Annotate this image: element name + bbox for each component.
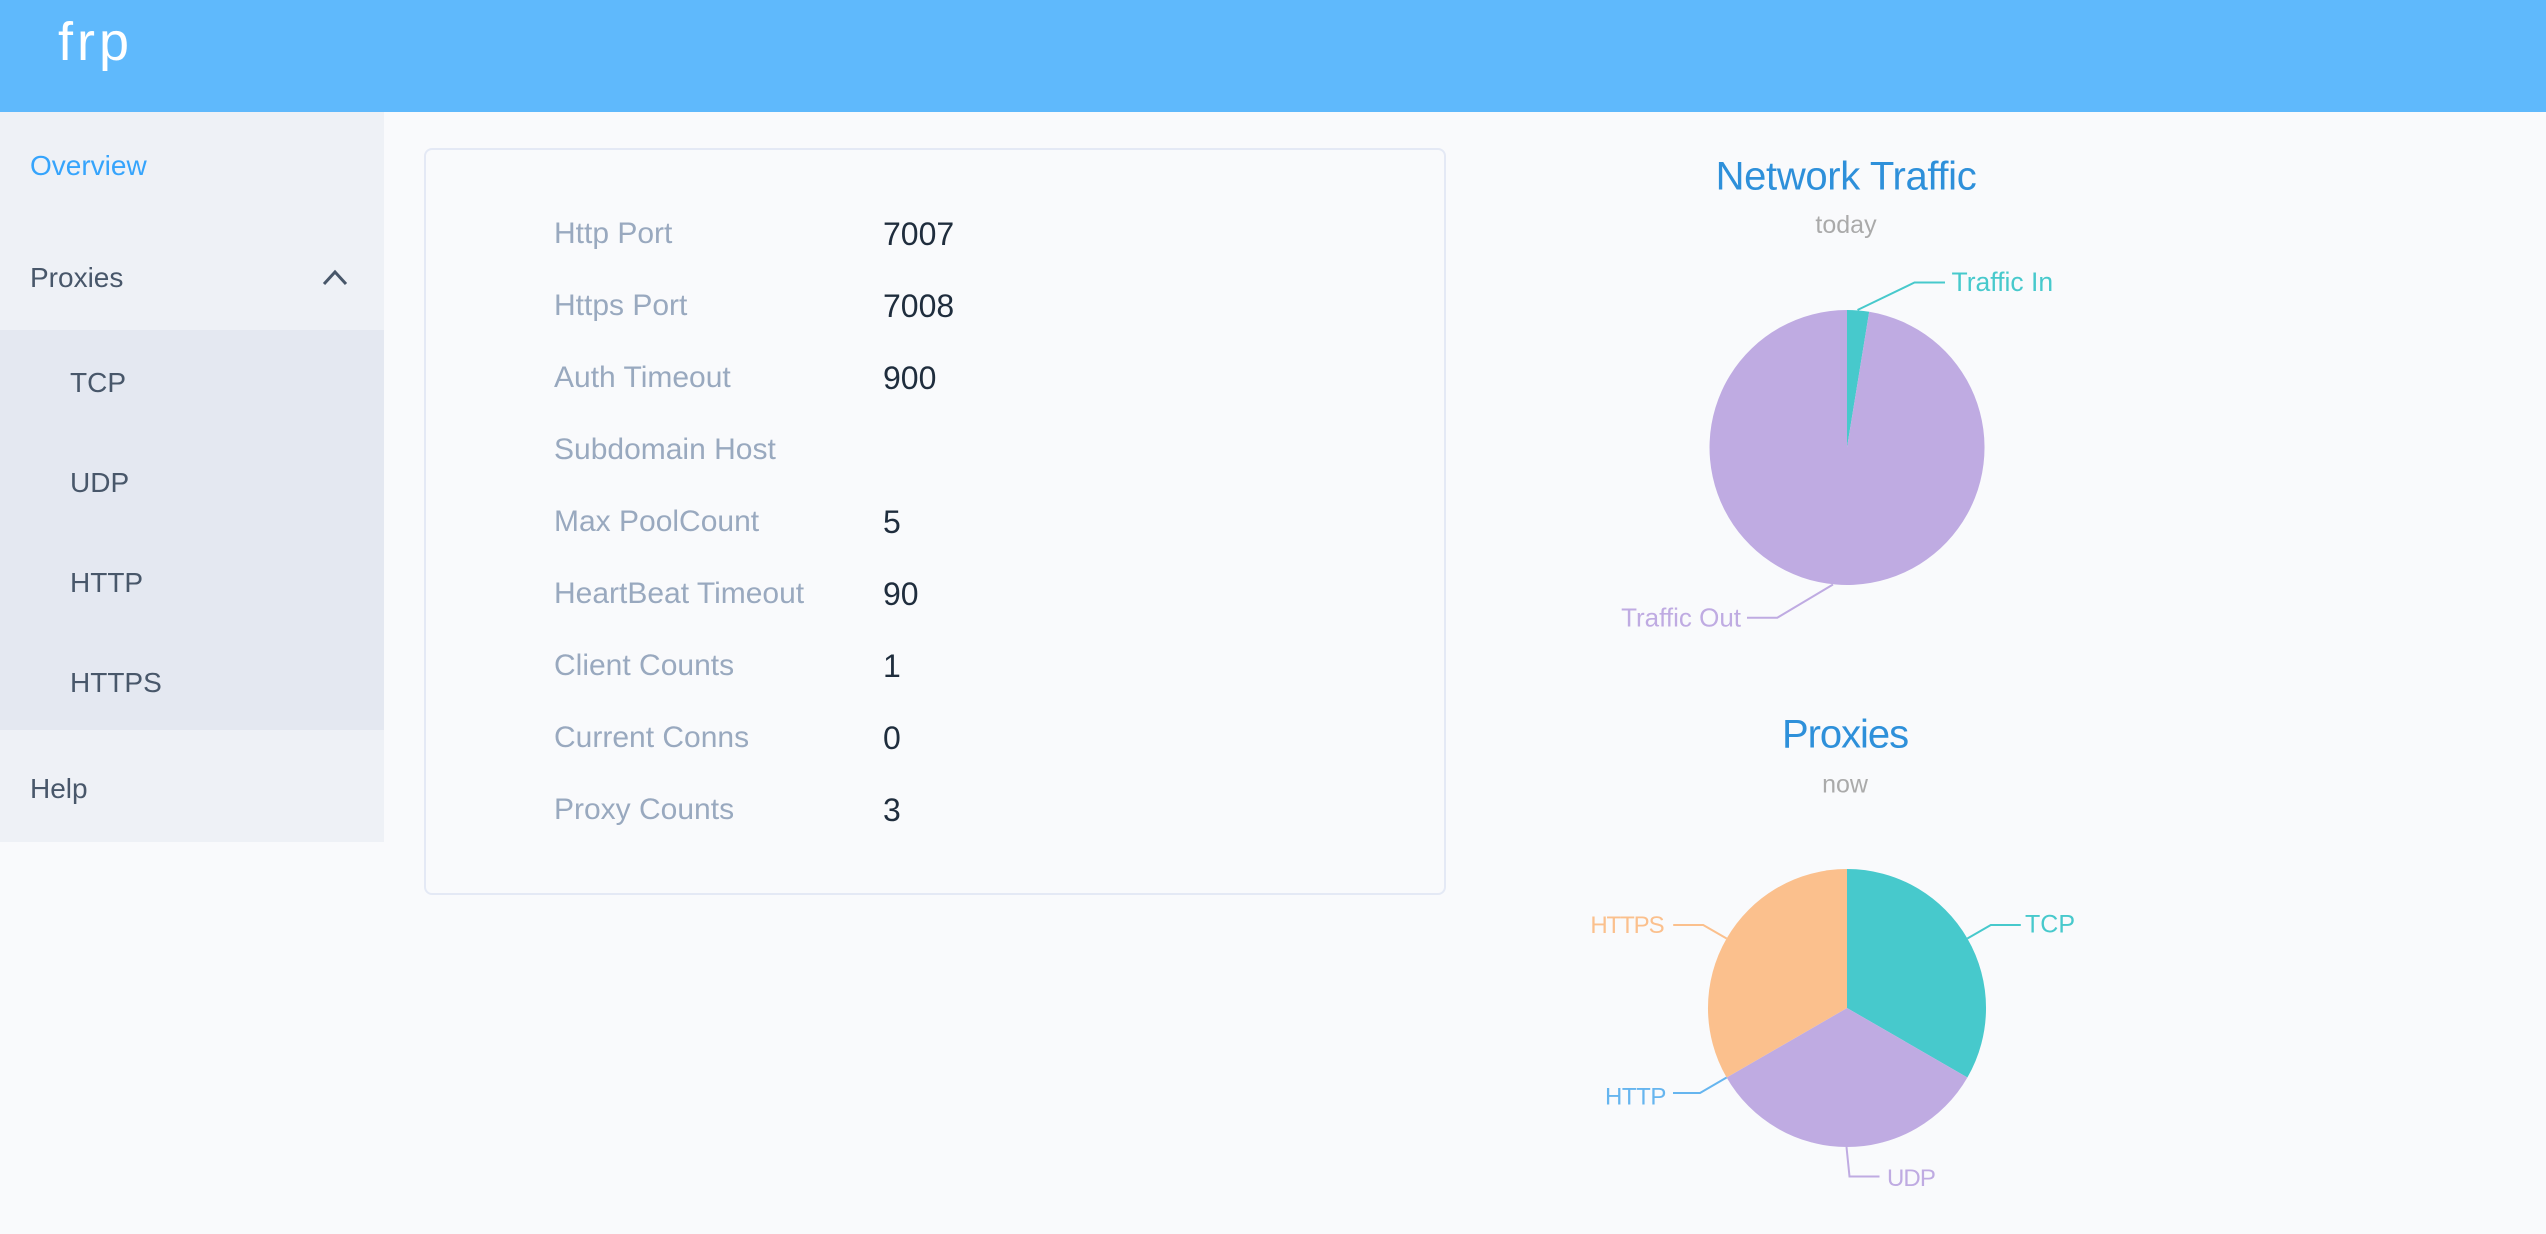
svg-text:Network Traffic: Network Traffic bbox=[1716, 155, 1977, 199]
svg-text:Traffic Out: Traffic Out bbox=[1621, 603, 1742, 633]
svg-text:today: today bbox=[1815, 211, 1877, 239]
svg-text:UDP: UDP bbox=[1887, 1165, 1935, 1192]
svg-text:HTTP: HTTP bbox=[1605, 1083, 1666, 1110]
svg-text:now: now bbox=[1822, 771, 1869, 799]
svg-text:Traffic In: Traffic In bbox=[1952, 267, 2054, 297]
svg-text:HTTPS: HTTPS bbox=[1590, 912, 1663, 939]
svg-text:TCP: TCP bbox=[2025, 911, 2075, 939]
svg-text:Proxies: Proxies bbox=[1782, 713, 1908, 757]
